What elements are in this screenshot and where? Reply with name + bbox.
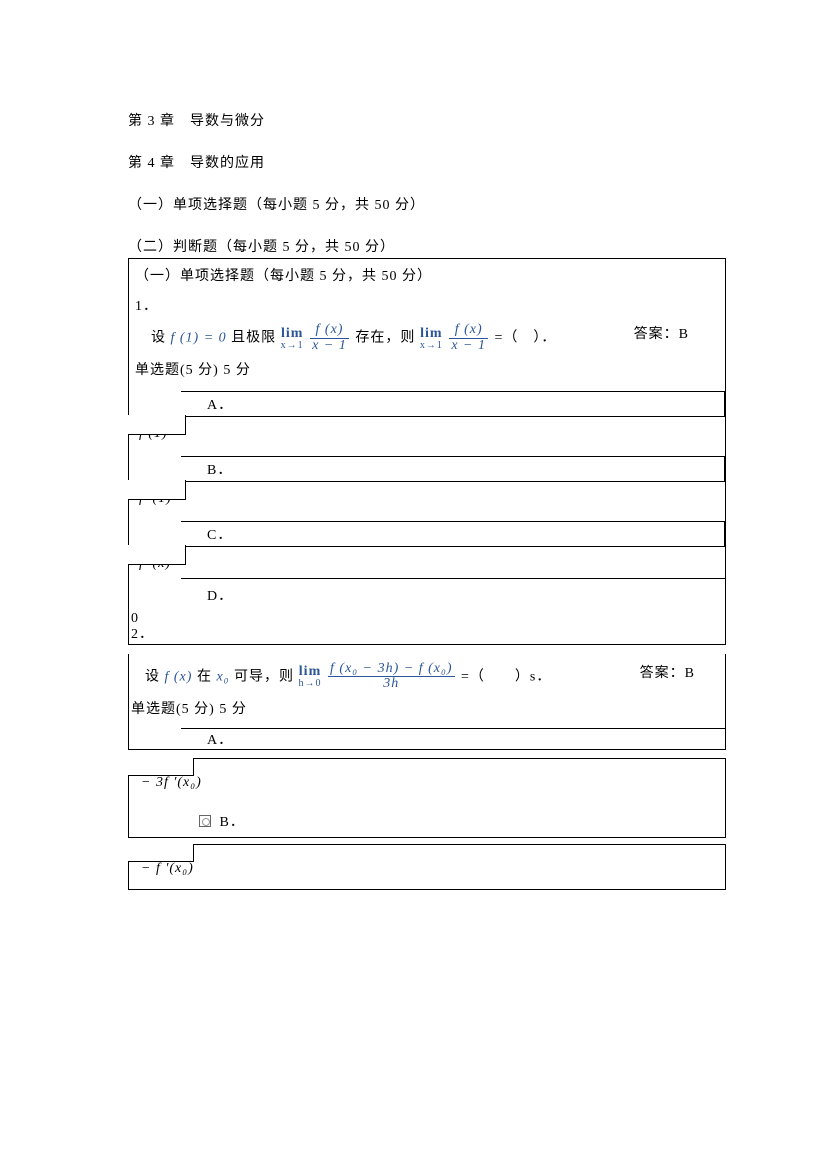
q1-opt-d-label: D． (207, 585, 233, 605)
lim-sub-2: x→1 (420, 340, 443, 351)
q2-answer-label: 答案：B (640, 662, 695, 682)
q2-frac: f (x₀ − 3h) − f (x₀) 3h (326, 662, 456, 692)
q1-frac1: f (x) x − 1 (308, 323, 351, 353)
q1-frac1-num: f (x) (310, 323, 349, 339)
q1-ans-d: 0 (131, 611, 725, 627)
q1-option-a-row[interactable]: A． (181, 391, 725, 417)
q2-meta: 单选题(5 分) 5 分 (129, 698, 725, 718)
q2-at: 在 (197, 669, 217, 684)
q1-answer-c-box: f ′(x) D． 0 2． (128, 546, 726, 644)
q1-meta: 单选题(5 分) 5 分 (135, 359, 719, 379)
radio-icon[interactable] (199, 815, 211, 827)
q2-answer-a-box: − 3f ′(x₀) B． (128, 758, 726, 838)
q2-opt-b-label: B． (220, 811, 245, 831)
q2-frac-den: 3h (328, 677, 454, 692)
question-2-block: 设 f (x) 在 x₀ 可导，则 lim h→0 f (x₀ − 3h) − … (128, 654, 726, 750)
q1-option-d-row[interactable]: D． (181, 578, 725, 611)
q1-opt-a-label: A． (207, 394, 233, 414)
q2-frac-num: f (x₀ − 3h) − f (x₀) (328, 662, 454, 678)
q1-frac2: f (x) x − 1 (447, 323, 490, 353)
q1-f1: f (1) = 0 (171, 330, 232, 345)
q2-stem: 设 f (x) 在 x₀ 可导，则 lim h→0 f (x₀ − 3h) − … (129, 654, 725, 692)
q2-x0: x₀ (216, 669, 234, 684)
q2-lim-sub: h→0 (299, 678, 322, 689)
lim-label: lim (281, 326, 303, 341)
q1-option-c-row[interactable]: C． (181, 521, 725, 546)
q1-answer-a-box: f (1) B． (128, 416, 726, 482)
q1-exists: 存在，则 (355, 330, 415, 345)
chapter-4-heading: 第 4 章 导数的应用 (128, 152, 726, 172)
q1-tail: =（ ）． (495, 330, 557, 345)
section-2-heading: （二）判断题（每小题 5 分，共 50 分） (128, 236, 726, 256)
chapter-3-heading: 第 3 章 导数与微分 (128, 110, 726, 130)
q2-lim: lim h→0 (299, 664, 322, 689)
question-1-block: （一）单项选择题（每小题 5 分，共 50 分） 1． 设 f (1) = 0 … (128, 258, 726, 417)
q2-number: 2． (131, 627, 725, 643)
q1-answer-label: 答案：B (634, 323, 689, 343)
lim-sub: x→1 (281, 340, 304, 351)
q2-diff: 可导，则 (234, 669, 294, 684)
lim-label-2: lim (420, 326, 442, 341)
q1-lim2: lim x→1 (420, 326, 443, 351)
q1-option-b-row[interactable]: B． (181, 456, 725, 481)
q1-frac2-num: f (x) (449, 323, 488, 339)
q1-number: 1． (135, 295, 719, 315)
q2-option-b-row[interactable]: B． (129, 797, 725, 837)
q1-answer-b-box: f ′(1) C． (128, 481, 726, 547)
q2-opt-a-label: A． (207, 729, 233, 749)
q2-option-a-row[interactable]: A． (181, 728, 725, 749)
q2-lim-label: lim (299, 664, 321, 679)
q2-prefix: 设 (145, 669, 165, 684)
q1-frac2-den: x − 1 (449, 339, 488, 354)
q1-opt-c-label: C． (207, 524, 232, 544)
q1-frac1-den: x − 1 (310, 339, 349, 354)
box-title: （一）单项选择题（每小题 5 分，共 50 分） (135, 265, 719, 285)
q2-tail: =（ ）s． (461, 669, 551, 684)
q1-opt-b-label: B． (207, 459, 232, 479)
q2-answer-b-box: − f ′(x₀) (128, 844, 726, 890)
section-1-heading: （一）单项选择题（每小题 5 分，共 50 分） (128, 194, 726, 214)
q2-ans-a: − 3f ′(x₀) (141, 775, 202, 790)
q1-lim1: lim x→1 (281, 326, 304, 351)
q1-mid1: 且极限 (231, 330, 276, 345)
q1-stem: 设 f (1) = 0 且极限 lim x→1 f (x) x − 1 存在，则… (135, 323, 719, 353)
q2-ans-b: − f ′(x₀) (141, 861, 194, 876)
q2-fx: f (x) (165, 669, 197, 684)
q1-prefix: 设 (151, 330, 171, 345)
